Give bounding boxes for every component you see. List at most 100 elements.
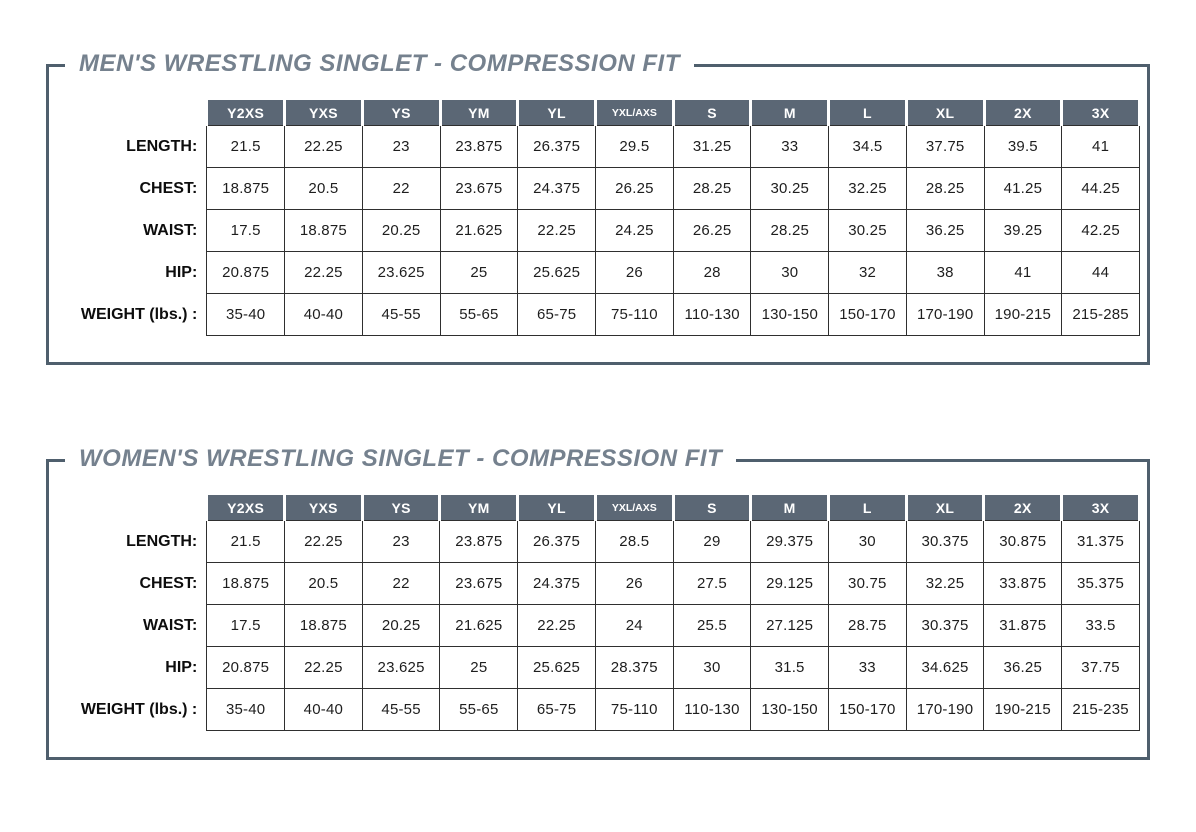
size-value-cell: 29.5 [595, 125, 674, 168]
size-value-cell: 37.75 [905, 125, 985, 168]
size-value-cell: 22.25 [517, 209, 597, 252]
corner-cell [55, 100, 207, 126]
size-column-header: 2X [982, 99, 1064, 126]
size-value-cell: 18.875 [206, 562, 285, 605]
size-value-cell: 39.25 [983, 209, 1063, 252]
size-column-header: YL [516, 99, 598, 126]
size-value-cell: 25.625 [517, 646, 596, 689]
size-value-cell: 130-150 [750, 293, 830, 336]
size-value-cell: 33 [750, 125, 830, 168]
size-value-cell: 170-190 [905, 688, 985, 731]
mens-chart-frame: MEN'S WRESTLING SINGLET - COMPRESSION FI… [46, 50, 1150, 365]
size-value-cell: 21.625 [439, 209, 519, 252]
size-value-cell: 18.875 [284, 604, 363, 647]
size-column-header: M [749, 99, 831, 126]
size-value-cell: 31.375 [1061, 520, 1140, 563]
size-value-cell: 22.25 [517, 604, 596, 647]
size-value-cell: 55-65 [439, 688, 519, 731]
size-value-cell: 36.25 [905, 209, 985, 252]
size-column-header: Y2XS [205, 99, 287, 126]
measurement-row-label: WAIST: [143, 221, 198, 239]
size-value-cell: 28 [672, 251, 752, 294]
size-value-cell: 28.5 [594, 520, 674, 563]
size-value-cell: 17.5 [206, 209, 286, 252]
size-value-cell: 28.25 [750, 209, 830, 252]
size-value-cell: 55-65 [439, 293, 519, 336]
size-value-cell: 33.5 [1061, 604, 1140, 647]
size-value-cell: 29 [672, 520, 752, 563]
size-value-cell: 215-285 [1061, 293, 1140, 336]
size-value-cell: 23.875 [439, 520, 519, 563]
size-value-cell: 20.875 [206, 251, 286, 294]
womens-chart-frame: WOMEN'S WRESTLING SINGLET - COMPRESSION … [46, 445, 1150, 760]
size-column-header: Y2XS [205, 494, 286, 521]
size-value-cell: 21.5 [206, 125, 286, 168]
size-value-cell: 31.875 [983, 604, 1063, 647]
size-column-header: S [671, 99, 753, 126]
size-value-cell: 23.625 [361, 251, 441, 294]
size-value-cell: 24.375 [517, 562, 596, 605]
size-header-row: Y2XS YXS YS YM YL YXL/AXS S M L XL 2X 3X [55, 99, 1141, 126]
size-value-cell: 35-40 [206, 688, 285, 731]
size-value-cell: 25 [439, 251, 519, 294]
size-value-cell: 26 [594, 562, 674, 605]
size-value-cell: 75-110 [594, 688, 674, 731]
size-value-cell: 32 [828, 251, 907, 294]
size-value-cell: 190-215 [983, 293, 1063, 336]
measurement-row-label: LENGTH: [126, 137, 198, 155]
size-value-cell: 27.5 [672, 562, 752, 605]
measurement-row: HIP: 20.875 22.25 23.625 25 25.625 26 28 30 32 38 4… [55, 251, 1140, 294]
size-value-cell: 37.75 [1061, 646, 1140, 689]
size-value-cell: 20.25 [361, 604, 441, 647]
size-value-cell: 22.25 [284, 520, 363, 563]
size-value-cell: 33 [827, 646, 907, 689]
size-value-cell: 22.25 [284, 646, 363, 689]
size-column-header: YXL/AXS [594, 99, 675, 126]
size-value-cell: 130-150 [750, 688, 829, 731]
size-value-cell: 29.375 [750, 520, 829, 563]
size-value-cell: 32.25 [905, 562, 985, 605]
size-value-cell: 36.25 [983, 646, 1063, 689]
measurement-row-label: CHEST: [139, 574, 198, 592]
size-value-cell: 35.375 [1061, 562, 1140, 605]
size-value-cell: 20.5 [284, 167, 363, 210]
size-column-header: YXL/AXS [593, 494, 675, 521]
size-value-cell: 23.625 [361, 646, 441, 689]
size-value-cell: 20.25 [361, 209, 441, 252]
size-value-cell: 17.5 [206, 604, 285, 647]
size-value-cell: 30 [750, 251, 830, 294]
size-value-cell: 41.25 [983, 167, 1063, 210]
measurement-row-label: WAIST: [143, 616, 198, 634]
size-value-cell: 32.25 [828, 167, 907, 210]
size-value-cell: 75-110 [595, 293, 674, 336]
size-value-cell: 45-55 [361, 688, 441, 731]
measurement-row: WEIGHT (lbs.) : 35-40 40-40 45-55 55-65 65-75… [55, 293, 1140, 336]
womens-size-chart-section: WOMEN'S WRESTLING SINGLET - COMPRESSION … [46, 445, 1150, 760]
size-value-cell: 20.875 [206, 646, 285, 689]
size-value-cell: 26.375 [517, 125, 597, 168]
size-value-cell: 44.25 [1061, 167, 1140, 210]
size-value-cell: 34.625 [905, 646, 985, 689]
size-value-cell: 150-170 [828, 293, 907, 336]
size-column-header: 3X [1060, 99, 1141, 126]
size-column-header: 3X [1060, 494, 1141, 521]
size-column-header: YS [360, 494, 442, 521]
size-value-cell: 34.5 [828, 125, 907, 168]
measurement-row-label: WEIGHT (lbs.) : [80, 305, 198, 323]
size-value-cell: 22.25 [284, 125, 363, 168]
size-value-cell: 150-170 [827, 688, 907, 731]
mens-size-chart-section: MEN'S WRESTLING SINGLET - COMPRESSION FI… [46, 50, 1150, 365]
size-column-header: YM [438, 99, 520, 126]
size-value-cell: 22 [361, 167, 441, 210]
size-value-cell: 215-235 [1061, 688, 1140, 731]
size-value-cell: 20.5 [284, 562, 363, 605]
size-value-cell: 26.25 [672, 209, 752, 252]
size-column-header: M [749, 494, 830, 521]
size-value-cell: 41 [1061, 125, 1140, 168]
size-value-cell: 28.75 [827, 604, 907, 647]
size-value-cell: 110-130 [672, 688, 752, 731]
size-value-cell: 23.875 [439, 125, 519, 168]
size-value-cell: 21.5 [206, 520, 285, 563]
size-value-cell: 65-75 [517, 688, 596, 731]
